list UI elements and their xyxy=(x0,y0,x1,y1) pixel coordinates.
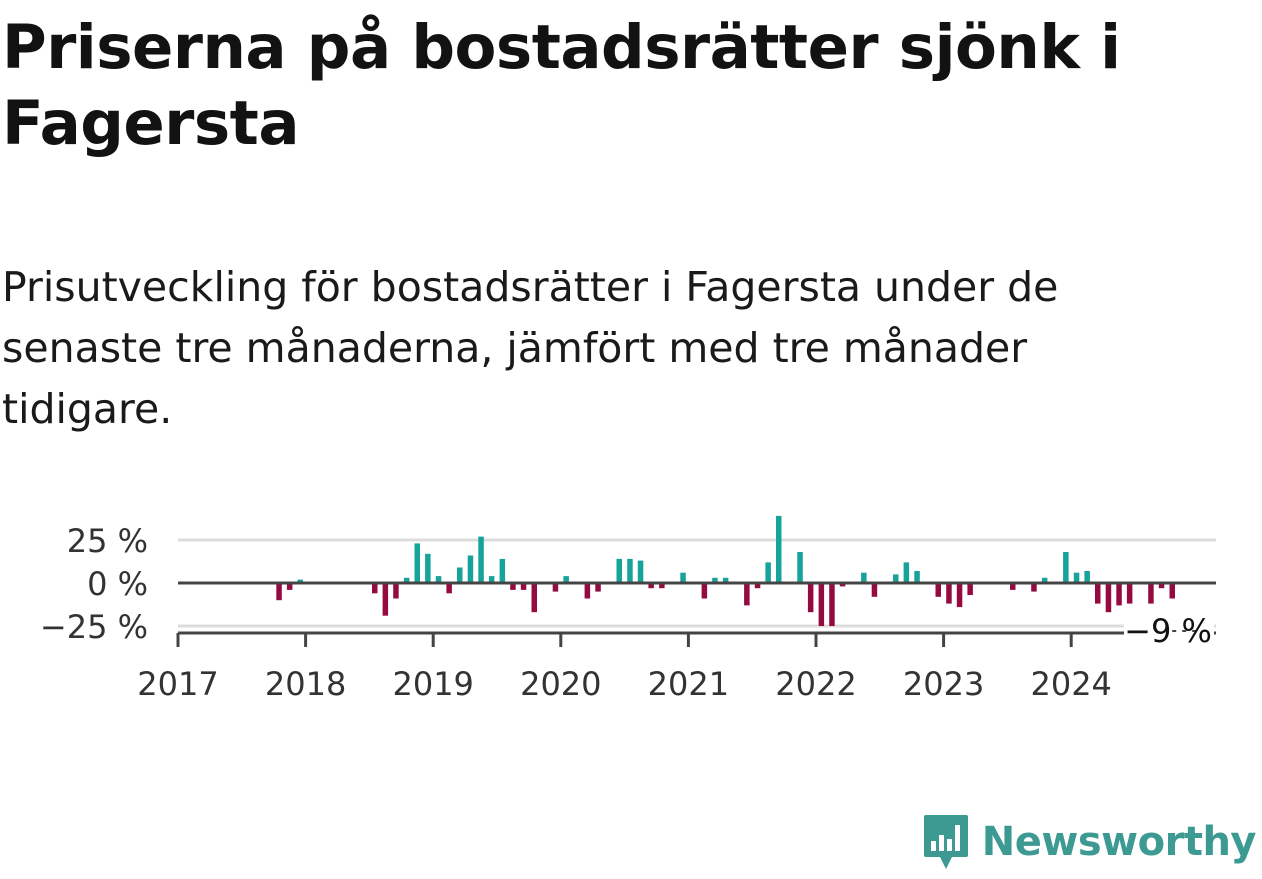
bar xyxy=(807,583,814,613)
bar xyxy=(1169,583,1175,599)
bar xyxy=(372,583,378,594)
bar xyxy=(839,583,846,587)
bar xyxy=(1084,571,1090,583)
bar xyxy=(414,543,420,583)
bar xyxy=(903,562,910,583)
bar xyxy=(276,583,282,601)
bars xyxy=(276,515,1175,626)
bar xyxy=(552,583,559,592)
bar xyxy=(478,536,484,583)
bar xyxy=(393,583,399,599)
x-tick-label: 2023 xyxy=(903,665,984,703)
chart-subtitle: Prisutveckling för bostadsrätter i Fager… xyxy=(2,263,1059,433)
bar xyxy=(1095,583,1101,604)
x-tick-label: 2018 xyxy=(265,665,346,703)
bar xyxy=(776,515,782,583)
bar xyxy=(1148,583,1154,604)
bar xyxy=(935,583,941,597)
bar xyxy=(297,579,303,583)
annotation-background xyxy=(1124,611,1214,645)
bar-chart: 25 % 0 % −25 % 2017 2018 2019 2020 2021 2022 202… xyxy=(40,515,1216,703)
bar xyxy=(637,560,644,583)
bar xyxy=(956,583,963,608)
x-tick-label: 2019 xyxy=(392,665,473,703)
chart-title: Priserna på bostadsrätter sjönk i Fagers… xyxy=(2,12,1121,159)
bar xyxy=(616,558,622,583)
annotation-label: −9 % xyxy=(1124,612,1212,650)
bar xyxy=(765,562,771,583)
bar xyxy=(403,577,410,583)
bar xyxy=(286,583,293,590)
bar xyxy=(627,558,633,583)
bar xyxy=(754,583,761,589)
bar xyxy=(1116,583,1122,606)
bar xyxy=(818,583,825,626)
bar xyxy=(893,574,899,583)
bar xyxy=(488,576,495,583)
bar xyxy=(425,553,431,583)
bar xyxy=(584,583,591,599)
bar xyxy=(1063,552,1069,583)
bar xyxy=(446,583,452,594)
bar xyxy=(871,583,878,597)
y-tick-label: 25 % xyxy=(67,522,148,560)
bar xyxy=(722,577,729,583)
bar xyxy=(1010,583,1016,590)
bar xyxy=(510,583,516,590)
bar xyxy=(520,583,527,590)
bar xyxy=(1105,583,1112,613)
x-axis-labels: 2017 2018 2019 2020 2021 2022 2023 2024 xyxy=(137,665,1112,703)
x-tick-label: 2017 xyxy=(137,665,218,703)
bar xyxy=(701,583,708,599)
y-axis-labels: 25 % 0 % −25 % xyxy=(40,522,148,646)
bar xyxy=(914,571,920,583)
bar xyxy=(967,583,973,595)
bar xyxy=(1158,583,1165,589)
bar xyxy=(467,555,474,583)
y-tick-label: 0 % xyxy=(87,565,148,603)
bar xyxy=(595,583,601,592)
bar xyxy=(1126,583,1133,604)
bar xyxy=(744,583,750,606)
bar xyxy=(861,572,867,583)
x-tick-label: 2022 xyxy=(775,665,856,703)
bar xyxy=(1031,583,1037,592)
last-value-annotation: −9 % xyxy=(1124,611,1214,650)
y-tick-label: −25 % xyxy=(40,608,148,646)
newsworthy-logo: Newsworthy xyxy=(922,813,1257,871)
x-tick-label: 2024 xyxy=(1030,665,1111,703)
x-tick-label: 2021 xyxy=(648,665,729,703)
bar xyxy=(382,583,389,616)
bar xyxy=(563,576,569,583)
bar xyxy=(648,583,654,589)
newsworthy-logo-icon xyxy=(923,815,968,869)
x-tick-label: 2020 xyxy=(520,665,601,703)
bar xyxy=(457,567,463,583)
bar xyxy=(1073,572,1080,583)
bar xyxy=(797,552,803,583)
gridlines xyxy=(178,538,1216,628)
bar xyxy=(946,583,952,604)
brand-name: Newsworthy xyxy=(981,819,1257,865)
bar xyxy=(1041,577,1048,583)
bar xyxy=(435,576,442,583)
bar xyxy=(499,558,506,583)
bar xyxy=(829,583,835,626)
axes xyxy=(176,581,1216,647)
bar xyxy=(659,583,665,589)
bar xyxy=(680,572,686,583)
bar xyxy=(531,583,537,613)
bar xyxy=(712,577,718,583)
